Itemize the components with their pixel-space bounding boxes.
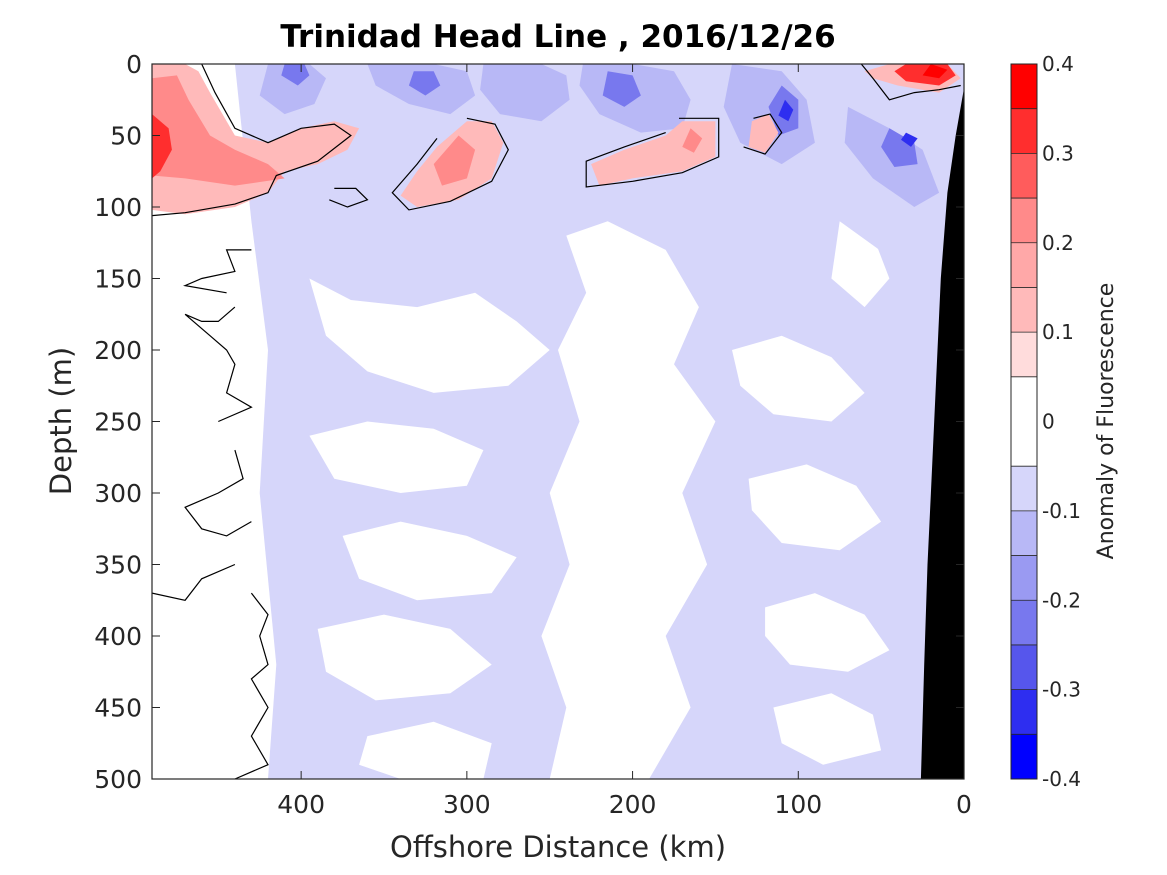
anomaly-region-near-zero-band-b [309,421,484,493]
x-axis-label: Offshore Distance (km) [390,830,726,864]
chart-title: Trinidad Head Line , 2016/12/26 [280,19,835,55]
colorbar-swatch [1011,287,1037,333]
anomaly-region-near-zero-band-h [765,593,890,672]
anomaly-region-neg-0.25-e [881,128,918,167]
contour-zero-contour-deep-2 [184,449,252,537]
colorbar-swatch [1011,689,1037,735]
colorbar-swatch [1011,466,1037,511]
zero-contour-lines [152,64,961,779]
anomaly-region-near-zero-band-f [732,335,865,422]
y-tick-label: 200 [94,336,142,365]
y-tick-label: 500 [94,765,142,794]
colorbar-swatch [1011,332,1037,377]
anomaly-region-near-zero-mid-column [541,221,716,779]
colorbar-swatch [1011,644,1037,690]
x-tick-label: 100 [774,790,822,819]
colorbar-tick-label: -0.3 [1042,678,1081,702]
contour-zero-contour-380 [329,187,369,208]
colorbar: 0.4 0.3 0.2 0.1 0 -0.1 -0.2 -0.3 -0.4 Anomaly of… [1010,52,1119,791]
anomaly-region-near-zero-band-d [317,614,492,701]
colorbar-swatch [1011,555,1037,601]
x-tick-label: 0 [956,790,972,819]
anomaly-region-pos-0.2-far-left [152,75,285,186]
contour-zero-contour-deep-3 [152,563,236,601]
colorbar-tick-label: 0.3 [1042,141,1074,165]
colorbar-swatch [1011,242,1037,288]
colorbar-swatch [1011,64,1037,109]
y-axis-ticks: 0 50 100 150 200 250 300 350 400 450 500 [94,50,964,794]
colorbar-frame [1010,63,1038,780]
anomaly-region-pos-0.2-island-300 [433,135,476,186]
colorbar-tick-label: 0.1 [1042,320,1074,344]
colorbar-swatch [1011,734,1037,779]
anomaly-region-near-zero-band-a [309,278,550,393]
land-layer [920,88,964,779]
colorbar-tick-label: -0.1 [1042,499,1081,523]
y-tick-label: 150 [94,265,142,294]
colorbar-ticks: 0.4 0.3 0.2 0.1 0 -0.1 -0.2 -0.3 -0.4 [1042,52,1081,791]
contour-zero-contour-deep-4 [234,592,269,779]
colorbar-tick-label: -0.4 [1042,767,1081,791]
colorbar-label: Anomaly of Fluorescence [1094,283,1119,560]
colorbar-swatch [1011,600,1037,645]
anomaly-region-near-zero-band-i [773,693,882,765]
contour-zero-contour-170 [585,117,720,188]
contour-zero-contour-slope [183,249,252,294]
anomaly-region-neg-0.25-b [408,71,441,96]
anomaly-region-near-zero-band-c [342,521,517,601]
anomaly-region-near-zero-band-g [748,464,882,551]
y-tick-label: 250 [94,408,142,437]
x-axis-ticks: 400 300 200 100 0 [277,64,972,819]
anomaly-region-neg-0.25-a [281,64,310,86]
anomaly-region-pos-0.1-island-170 [591,121,716,186]
colorbar-tick-label: -0.2 [1042,588,1081,612]
anomaly-region-pos-0.3-far-left [152,114,172,179]
continental-slope-bathymetry [920,88,964,779]
anomaly-region-near-zero-band-e [359,721,492,779]
plot-area [151,63,965,780]
y-tick-label: 100 [94,193,142,222]
anomaly-region-neg-0.15-c [480,64,570,122]
colorbar-swatch [1011,510,1037,556]
x-tick-label: 300 [443,790,491,819]
contour-zero-contour-top-right [860,64,961,101]
colorbar-tick-label: 0.2 [1042,231,1074,255]
y-axis-label: Depth (m) [44,347,78,495]
contour-zero-contour-300 [391,117,509,211]
anomaly-contour-fills [152,64,961,779]
anomaly-region-neg-0.15-a [259,64,326,115]
contour-zero-contour-deep-1 [184,306,253,423]
x-tick-label: 400 [277,790,325,819]
x-tick-label: 200 [609,790,657,819]
anomaly-region-pos-0.4-top-right [922,64,948,79]
colorbar-swatches [1011,63,1037,779]
anomaly-region-pos-0.2-island-170 [682,128,703,153]
y-tick-label: 50 [110,122,142,151]
colorbar-tick-label: 0.4 [1042,52,1074,76]
colorbar-swatch [1011,108,1037,154]
y-tick-label: 350 [94,551,142,580]
y-tick-label: 300 [94,479,142,508]
anomaly-region-neg-0.25-c [602,71,641,107]
colorbar-swatch [1011,153,1037,199]
y-tick-label: 0 [126,50,142,79]
colorbar-swatch [1011,376,1037,467]
anomaly-region-pos-0.05-island-120 [748,114,779,153]
y-tick-label: 400 [94,622,142,651]
anomaly-region-neg-0.35-b [901,132,918,147]
contour-zero-contour-120 [743,113,783,155]
anomaly-region-neg-0.35-a [778,99,794,122]
y-tick-label: 450 [94,694,142,723]
colorbar-swatch [1011,198,1037,243]
contour-zero-contour-left-top [152,64,352,217]
colorbar-tick-label: 0 [1042,410,1055,434]
